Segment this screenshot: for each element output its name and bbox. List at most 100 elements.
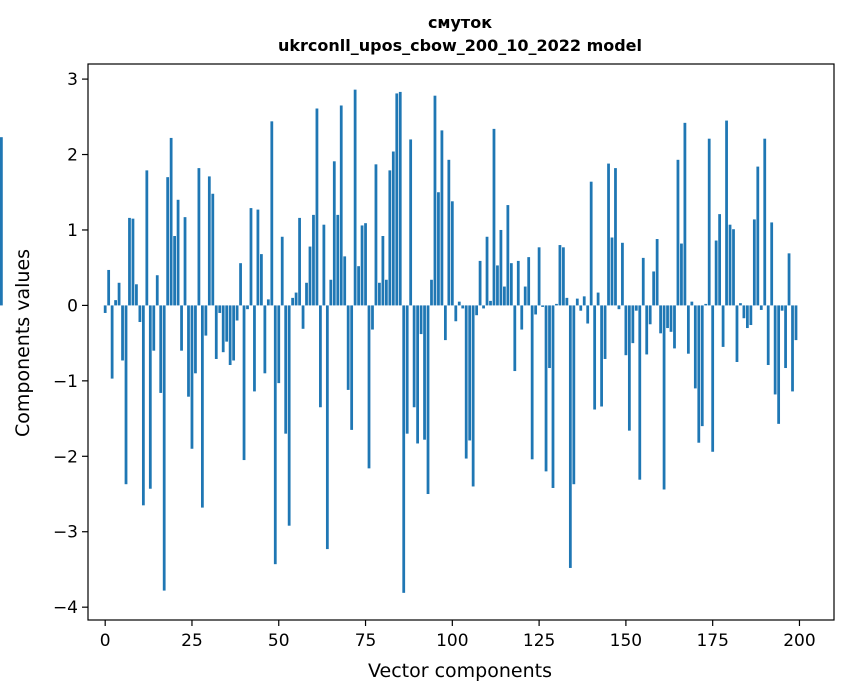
bar-43	[253, 305, 256, 392]
chart-title-line-2: ukrconll_upos_cbow_200_10_2022 model	[278, 36, 642, 55]
bar-144	[603, 305, 607, 359]
bar-186	[749, 305, 753, 326]
bar-3	[114, 300, 117, 306]
bar-50	[277, 305, 281, 384]
y-tick-label: −1	[53, 372, 78, 392]
bar-143	[600, 305, 603, 407]
bar-101	[454, 305, 458, 322]
bar-96	[437, 192, 440, 306]
y-tick-label: −3	[53, 523, 78, 543]
bar-169	[690, 301, 694, 306]
bar-28	[200, 305, 204, 508]
bar-80	[381, 236, 385, 306]
bar-161	[662, 305, 666, 490]
y-tick-label: 3	[67, 70, 78, 90]
plot-frame	[87, 63, 835, 621]
bar-105	[468, 305, 472, 441]
bar-69	[343, 256, 347, 306]
bar-73	[357, 266, 360, 306]
bar-199	[794, 305, 798, 341]
bar-171	[697, 305, 701, 443]
bar-109	[482, 305, 485, 309]
bar-72	[353, 89, 357, 306]
bar-190	[763, 138, 767, 306]
bar-159	[655, 239, 659, 306]
bar-170	[693, 305, 697, 389]
bar-58	[305, 282, 308, 306]
bar-121	[523, 286, 527, 306]
bar-181	[732, 229, 735, 306]
bar-139	[586, 305, 590, 324]
bar-165	[676, 159, 680, 306]
bar-112	[492, 128, 496, 306]
bar-2	[110, 305, 114, 379]
bar-100	[450, 201, 454, 306]
bar-10	[138, 305, 142, 323]
x-tick-label: 25	[181, 631, 203, 651]
bar-164	[673, 305, 676, 349]
bar-130	[555, 303, 558, 306]
bar-67	[336, 214, 340, 306]
bar-8	[131, 218, 135, 306]
bar-176	[714, 240, 718, 306]
bar-133	[565, 297, 569, 306]
bar-187	[752, 219, 756, 306]
bar-82	[388, 170, 392, 306]
bar-97	[440, 130, 444, 306]
bar-132	[562, 247, 565, 306]
bar-22	[180, 305, 183, 351]
bar-44	[256, 209, 260, 306]
bar-155	[641, 257, 645, 306]
y-tick-label: 1	[67, 221, 78, 241]
bar-23	[183, 217, 187, 306]
bar-75	[364, 223, 367, 306]
bar-99	[447, 159, 451, 306]
bar-61	[315, 108, 319, 306]
bar-24	[187, 305, 190, 397]
bar-106	[471, 305, 475, 487]
bar-160	[659, 305, 662, 334]
x-tick-label: 50	[268, 631, 290, 651]
bar-20	[173, 236, 176, 306]
bar-124	[534, 305, 538, 315]
bar-152	[631, 305, 635, 344]
bar-13	[148, 305, 152, 489]
bar-167	[683, 122, 687, 306]
bar-120	[520, 305, 524, 330]
bar-41	[246, 305, 249, 310]
bar-6	[124, 305, 128, 485]
x-tick-label: 0	[100, 631, 111, 651]
bar-184	[742, 305, 746, 319]
bar-93	[426, 305, 430, 495]
bar-128	[548, 305, 551, 369]
bar-166	[680, 243, 683, 306]
bar-192	[770, 222, 774, 306]
bar-30	[207, 176, 211, 306]
bar-148	[617, 305, 621, 310]
bar-183	[739, 303, 742, 306]
bar-115	[503, 286, 506, 306]
bar-185	[746, 305, 749, 329]
bar-15	[155, 275, 159, 306]
bar-125	[537, 247, 541, 306]
bar-53	[287, 305, 291, 526]
x-tick-label: 175	[696, 631, 728, 651]
bar-40	[242, 305, 246, 461]
bar-156	[645, 305, 649, 355]
bar-140	[589, 181, 593, 306]
bar-103	[461, 305, 465, 309]
bar-174	[707, 138, 711, 306]
bar-191	[766, 305, 770, 366]
bar-1	[107, 269, 111, 306]
bar-107	[475, 305, 479, 316]
bar-86	[402, 305, 406, 593]
bar-33	[218, 305, 222, 313]
bar-71	[350, 305, 354, 430]
bar-16	[159, 305, 163, 393]
bar-179	[725, 120, 728, 306]
bar-87	[405, 305, 409, 434]
bar-39	[239, 263, 242, 306]
bar-131	[558, 245, 562, 306]
x-tick-label: 100	[436, 631, 468, 651]
